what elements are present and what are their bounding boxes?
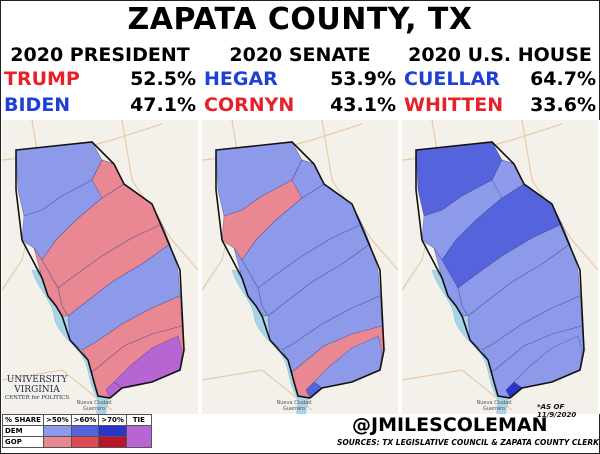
legend-header-cell: >60% (70, 414, 100, 426)
candidate-name: WHITTEN (404, 94, 504, 116)
road-line (202, 369, 313, 411)
river-shape (231, 269, 309, 414)
candidate-pct: 47.1% (130, 94, 196, 116)
candidate-row: CORNYN 43.1% (202, 94, 398, 118)
candidate-pct: 33.6% (530, 94, 596, 116)
candidate-row: WHITTEN 33.6% (402, 94, 598, 118)
county-outline (215, 141, 385, 399)
county-map-svg: Nueva Ciudad Guerrero (202, 120, 398, 414)
candidate-pct: 52.5% (130, 68, 196, 90)
legend-row-label: GOP (2, 436, 44, 448)
legend-swatch (98, 425, 127, 437)
candidate-name: CORNYN (204, 94, 295, 116)
map-senate: Nueva Ciudad Guerrero (202, 120, 400, 414)
candidate-name: CUELLAR (404, 68, 500, 90)
legend-swatch (98, 436, 127, 448)
county-outline (15, 141, 185, 399)
candidate-pct: 53.9% (330, 68, 396, 90)
race-president: 2020 PRESIDENT TRUMP 52.5% BIDEN 47.1% (2, 44, 198, 118)
legend-swatch (70, 425, 100, 437)
logo-line: UNIVERSITY (6, 375, 68, 385)
legend: % SHARE >50% >60% >70% TIE DEM GOP (2, 414, 152, 448)
candidate-name: TRUMP (4, 68, 80, 90)
legend-header-cell: >50% (43, 414, 72, 426)
candidate-pct: 64.7% (530, 68, 596, 90)
road-line (402, 369, 513, 411)
legend-swatch (43, 425, 72, 437)
river-shape (431, 269, 509, 414)
road-line (2, 369, 113, 411)
map-panels: Nueva Ciudad Guerrero Nueva Ciudad Guerrer… (2, 120, 600, 414)
as-of-note: *AS OF 11/9/2020 (537, 403, 577, 419)
legend-row-gop: GOP (2, 436, 152, 448)
uva-logo: UNIVERSITY VIRGINIA CENTER for POLITICS (4, 375, 70, 402)
legend-header-cell: TIE (125, 414, 152, 426)
race-title: 2020 U.S. HOUSE (408, 44, 592, 66)
candidate-row: BIDEN 47.1% (2, 94, 198, 118)
legend-row-dem: DEM (2, 425, 152, 448)
page-title: ZAPATA COUNTY, TX (127, 2, 473, 37)
candidate-name: BIDEN (4, 94, 71, 116)
county-map-svg: Nueva Ciudad Guerrero (402, 120, 598, 414)
candidate-row: CUELLAR 64.7% (402, 68, 598, 92)
candidate-pct: 43.1% (330, 94, 396, 116)
author-handle: @JMILESCOLEMAN (352, 414, 548, 436)
logo-line: VIRGINIA (14, 385, 60, 395)
county-map-svg: Nueva Ciudad Guerrero (2, 120, 198, 414)
town-label: Nueva Ciudad Guerrero (476, 400, 511, 412)
race-title: 2020 SENATE (229, 44, 371, 66)
town-label: Nueva Ciudad Guerrero (76, 400, 111, 412)
legend-row-label: DEM (2, 425, 44, 437)
logo-line: CENTER for POLITICS (4, 395, 70, 401)
sources-note: SOURCES: TX LEGISLATIVE COUNCIL & ZAPATA… (337, 438, 599, 447)
legend-swatch (70, 436, 100, 448)
race-house: 2020 U.S. HOUSE CUELLAR 64.7% WHITTEN 33… (402, 44, 598, 118)
map-house: Nueva Ciudad Guerrero (402, 120, 600, 414)
race-title: 2020 PRESIDENT (10, 44, 190, 66)
race-senate: 2020 SENATE HEGAR 53.9% CORNYN 43.1% (202, 44, 398, 118)
candidate-row: TRUMP 52.5% (2, 68, 198, 92)
candidate-name: HEGAR (204, 68, 278, 90)
legend-swatch-tie (125, 425, 152, 448)
legend-swatch (43, 436, 72, 448)
legend-header: % SHARE >50% >60% >70% TIE (2, 414, 152, 426)
county-outline (415, 141, 585, 399)
town-label: Nueva Ciudad Guerrero (276, 400, 311, 412)
legend-header-cell: >70% (98, 414, 127, 426)
legend-header-cell: % SHARE (2, 414, 44, 426)
candidate-row: HEGAR 53.9% (202, 68, 398, 92)
map-president: Nueva Ciudad Guerrero (2, 120, 200, 414)
river-shape (31, 269, 109, 414)
